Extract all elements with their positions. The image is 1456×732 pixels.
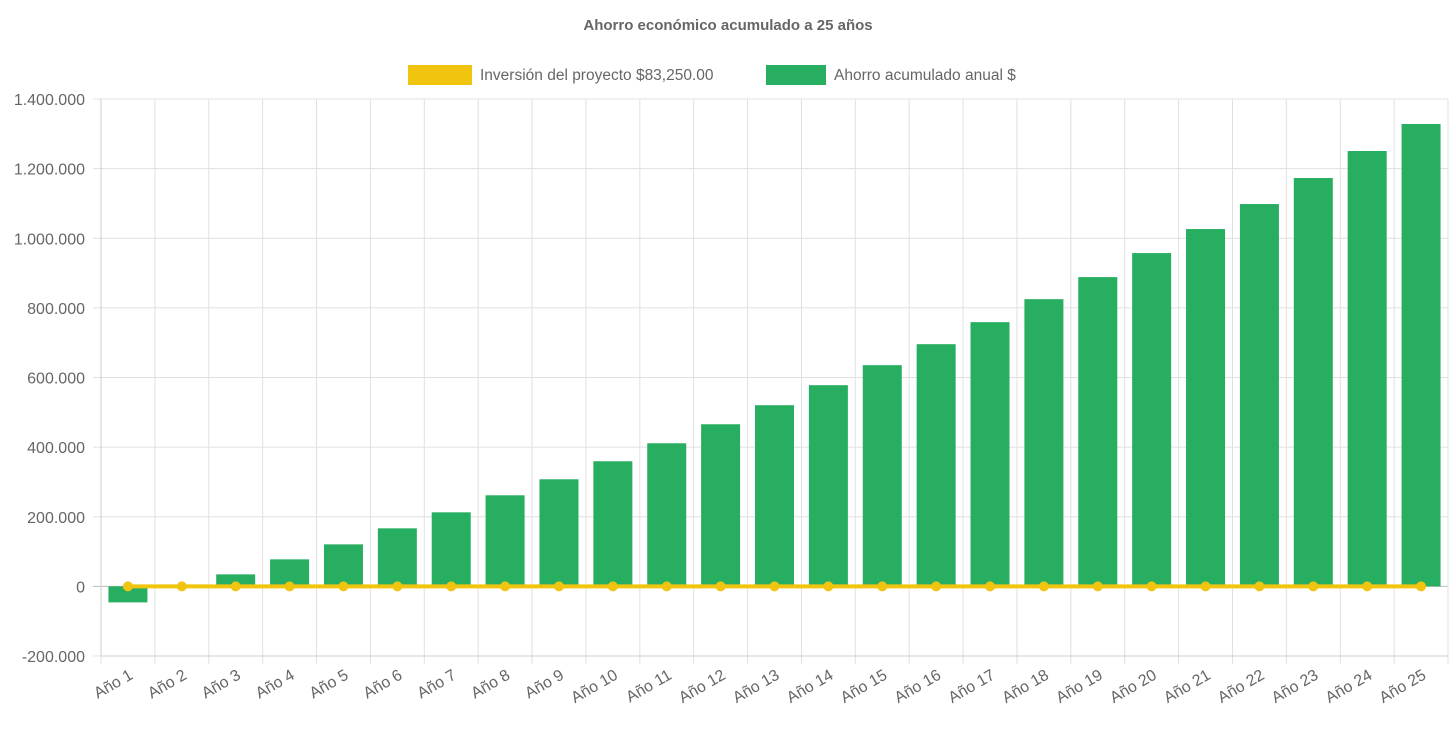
investment-point (1200, 581, 1211, 592)
y-tick-label: 400.000 (27, 440, 85, 457)
y-tick-label: 200.000 (27, 510, 85, 527)
investment-point (500, 581, 511, 592)
x-tick-label: Año 19 (1053, 667, 1106, 707)
investment-point (176, 581, 187, 592)
y-tick-label: 800.000 (27, 301, 85, 318)
legend: Inversión del proyecto $83,250.00 Ahorro… (408, 65, 1016, 85)
bar-Año-8 (485, 495, 525, 587)
bar-Año-16 (916, 344, 956, 587)
x-tick-label: Año 15 (838, 667, 891, 707)
bar-Año-13 (755, 405, 794, 587)
investment-point (230, 581, 241, 592)
investment-point (1038, 581, 1049, 592)
y-tick-label: 600.000 (27, 371, 85, 388)
x-tick-label: Año 23 (1269, 667, 1322, 707)
x-tick-label: Año 2 (145, 667, 190, 703)
investment-point (661, 581, 672, 592)
x-tick-label: Año 6 (361, 667, 406, 703)
x-tick-label: Año 22 (1215, 667, 1268, 707)
x-tick-label: Año 3 (199, 667, 244, 703)
y-tick-label: 1.200.000 (14, 162, 85, 179)
x-tick-label: Año 24 (1323, 667, 1376, 707)
investment-point (769, 581, 780, 592)
bar-Año-22 (1239, 204, 1279, 587)
bar-Año-3 (216, 574, 256, 587)
x-tick-label: Año 21 (1161, 667, 1214, 707)
bar-Año-5 (323, 544, 363, 587)
bar-Año-23 (1293, 178, 1333, 587)
investment-point (607, 581, 618, 592)
bar-Año-18 (1024, 299, 1064, 587)
bar-Año-14 (808, 385, 848, 587)
x-tick-label: Año 10 (568, 667, 621, 707)
investment-point (877, 581, 888, 592)
x-tick-label: Año 20 (1107, 667, 1160, 707)
y-tick-label: 0 (76, 579, 85, 596)
bar-Año-17 (970, 322, 1010, 587)
x-tick-label: Año 12 (676, 667, 729, 707)
legend-label-savings[interactable]: Ahorro acumulado anual $ (834, 67, 1016, 84)
investment-point (338, 581, 349, 592)
legend-swatch-savings[interactable] (766, 65, 826, 85)
bar-Año-9 (539, 479, 579, 587)
investment-point (284, 581, 295, 592)
investment-point (823, 581, 834, 592)
y-tick-label: 1.400.000 (14, 92, 85, 109)
investment-point (715, 581, 726, 592)
bar-Año-24 (1347, 151, 1387, 587)
bar-Año-1 (108, 586, 148, 603)
x-tick-label: Año 11 (623, 667, 674, 707)
bar-Año-25 (1401, 123, 1441, 587)
investment-point (1254, 581, 1265, 592)
chart-title: Ahorro económico acumulado a 25 años (583, 17, 872, 34)
y-tick-label: -200.000 (22, 649, 85, 666)
x-tick-label: Año 9 (522, 667, 567, 703)
investment-point (1146, 581, 1157, 592)
bar-Año-10 (593, 461, 633, 587)
investment-point (122, 581, 133, 592)
bar-Año-20 (1132, 253, 1172, 587)
x-tick-label: Año 1 (91, 667, 136, 703)
x-tick-label: Año 18 (999, 667, 1052, 707)
bar-Año-12 (701, 424, 741, 587)
investment-point (553, 581, 564, 592)
x-tick-label: Año 14 (784, 667, 837, 707)
investment-point (446, 581, 457, 592)
x-tick-label: Año 8 (468, 667, 513, 703)
bar-Año-6 (377, 528, 417, 587)
x-tick-label: Año 25 (1377, 667, 1430, 707)
investment-point (931, 581, 942, 592)
investment-point (985, 581, 996, 592)
legend-label-investment[interactable]: Inversión del proyecto $83,250.00 (480, 67, 714, 84)
x-tick-label: Año 5 (307, 667, 352, 703)
bar-Año-19 (1078, 277, 1118, 587)
x-tick-label: Año 13 (730, 667, 783, 707)
bar-Año-7 (431, 512, 471, 587)
bar-Año-11 (647, 443, 687, 587)
investment-point (1416, 581, 1427, 592)
bar-Año-15 (862, 365, 902, 587)
x-tick-label: Año 17 (946, 667, 999, 707)
investment-point (1362, 581, 1373, 592)
bar-Año-21 (1186, 229, 1226, 587)
legend-swatch-investment[interactable] (408, 65, 472, 85)
investment-point (392, 581, 403, 592)
x-tick-label: Año 16 (892, 667, 945, 707)
y-tick-label: 1.000.000 (14, 231, 85, 248)
investment-point (1092, 581, 1103, 592)
x-tick-label: Año 7 (415, 667, 460, 703)
x-tick-label: Año 4 (253, 667, 298, 703)
investment-point (1308, 581, 1319, 592)
